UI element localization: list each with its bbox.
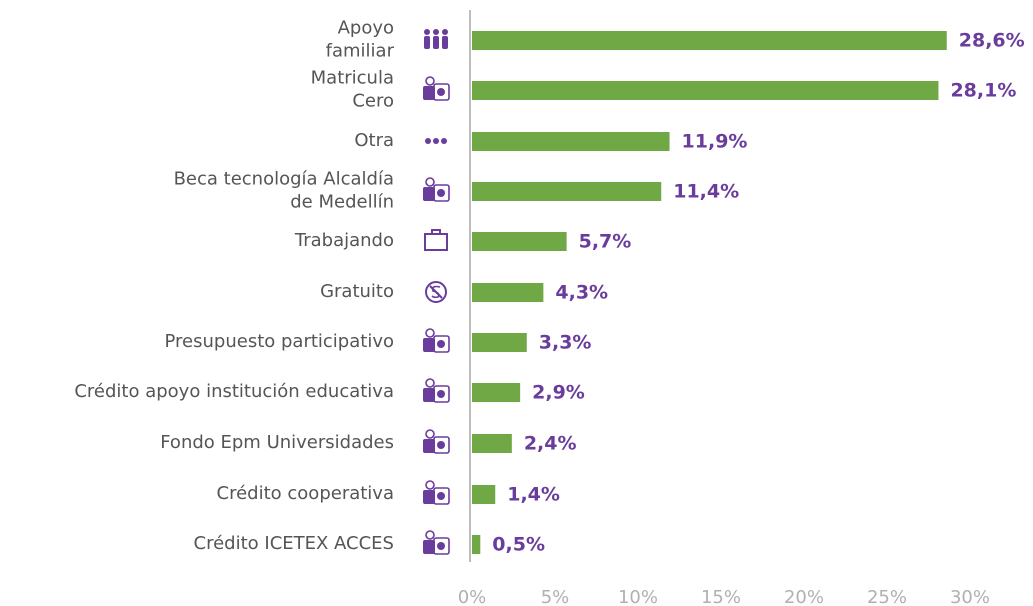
- value-label: 28,6%: [959, 30, 1025, 52]
- icon-part: [437, 189, 445, 197]
- icon-part: [433, 29, 439, 35]
- icon-part: [423, 439, 435, 453]
- bar: [472, 31, 947, 50]
- bar: [472, 434, 512, 453]
- value-label: 2,4%: [524, 433, 577, 455]
- icon-part: [433, 537, 450, 555]
- icon-part: [425, 328, 435, 338]
- icon: [423, 328, 450, 353]
- icon-part: [425, 177, 435, 187]
- icon-part: [425, 76, 435, 86]
- x-tick-label: 0%: [458, 587, 487, 606]
- icon-part: [423, 86, 435, 100]
- bar: [472, 81, 939, 100]
- icon-part: [431, 229, 441, 235]
- icon: [423, 378, 450, 403]
- icon: [423, 480, 450, 505]
- category-label: Trabajando: [294, 230, 394, 251]
- icon-part: [423, 490, 435, 504]
- category-label: Gratuito: [320, 281, 394, 302]
- bar: [472, 283, 544, 302]
- icon: [424, 29, 448, 49]
- icon-part: [423, 540, 435, 554]
- icon: [424, 229, 448, 251]
- value-label: 11,4%: [673, 181, 739, 203]
- category-label: Matricula Cero: [311, 68, 394, 112]
- category-label: Presupuesto participativo: [165, 331, 394, 352]
- value-label: 4,3%: [555, 282, 608, 304]
- icon-part: [423, 388, 435, 402]
- icon-part: [433, 335, 450, 353]
- icon: [423, 530, 450, 555]
- icon-part: [437, 390, 445, 398]
- bar: [472, 383, 521, 402]
- icon-part: [433, 36, 439, 49]
- icon-part: [425, 281, 447, 303]
- x-tick-label: 25%: [867, 587, 907, 606]
- value-label: 2,9%: [532, 382, 585, 404]
- icon-part: [437, 340, 445, 348]
- icon-part: [423, 338, 435, 352]
- value-label: 11,9%: [682, 131, 748, 153]
- icon-part: [442, 36, 448, 49]
- value-label: 28,1%: [950, 80, 1016, 102]
- icon-part: [425, 138, 431, 144]
- category-label: Apoyo familiar: [326, 18, 395, 62]
- x-tick-label: 20%: [784, 587, 824, 606]
- icon-part: [425, 480, 435, 490]
- icon-part: [425, 530, 435, 540]
- bar: [472, 132, 670, 151]
- bar: [472, 232, 567, 251]
- icon-part: [431, 285, 441, 299]
- category-label: Crédito apoyo institución educativa: [74, 381, 394, 402]
- icon-part: [424, 233, 448, 251]
- icon: [423, 429, 450, 454]
- icon-part: [433, 83, 450, 101]
- icon-part: [437, 492, 445, 500]
- bar: [472, 535, 481, 554]
- bar: [472, 333, 527, 352]
- x-tick-label: 30%: [950, 587, 990, 606]
- category-label: Fondo Epm Universidades: [160, 432, 394, 453]
- x-tick-label: 15%: [701, 587, 741, 606]
- x-tick-label: 10%: [618, 587, 658, 606]
- icon: [423, 177, 450, 202]
- icon-part: [442, 29, 448, 35]
- icon-part: [433, 436, 450, 454]
- icon-part: [424, 36, 430, 49]
- icon-part: [423, 187, 435, 201]
- bar: [472, 485, 496, 504]
- icon-part: [441, 138, 447, 144]
- icon-part: [433, 138, 439, 144]
- icon-part: [437, 542, 445, 550]
- icon: [425, 138, 447, 144]
- icon: [423, 76, 450, 101]
- icon-part: [425, 429, 435, 439]
- value-label: 3,3%: [539, 332, 592, 354]
- icon-part: [425, 378, 435, 388]
- category-label: Otra: [354, 130, 394, 151]
- icon-part: [433, 487, 450, 505]
- category-label: Crédito cooperativa: [217, 483, 394, 504]
- icon-part: [433, 385, 450, 403]
- icon-part: [437, 88, 445, 96]
- icon-part: [433, 184, 450, 202]
- icon-part: [437, 441, 445, 449]
- category-label: Crédito ICETEX ACCES: [194, 533, 394, 554]
- category-label: Beca tecnología Alcaldía de Medellín: [174, 169, 394, 213]
- bar: [472, 182, 662, 201]
- icon: [425, 281, 447, 303]
- value-label: 1,4%: [507, 484, 560, 506]
- value-label: 0,5%: [492, 534, 545, 556]
- icon-part: [424, 29, 430, 35]
- x-tick-label: 5%: [541, 587, 570, 606]
- value-label: 5,7%: [579, 231, 632, 253]
